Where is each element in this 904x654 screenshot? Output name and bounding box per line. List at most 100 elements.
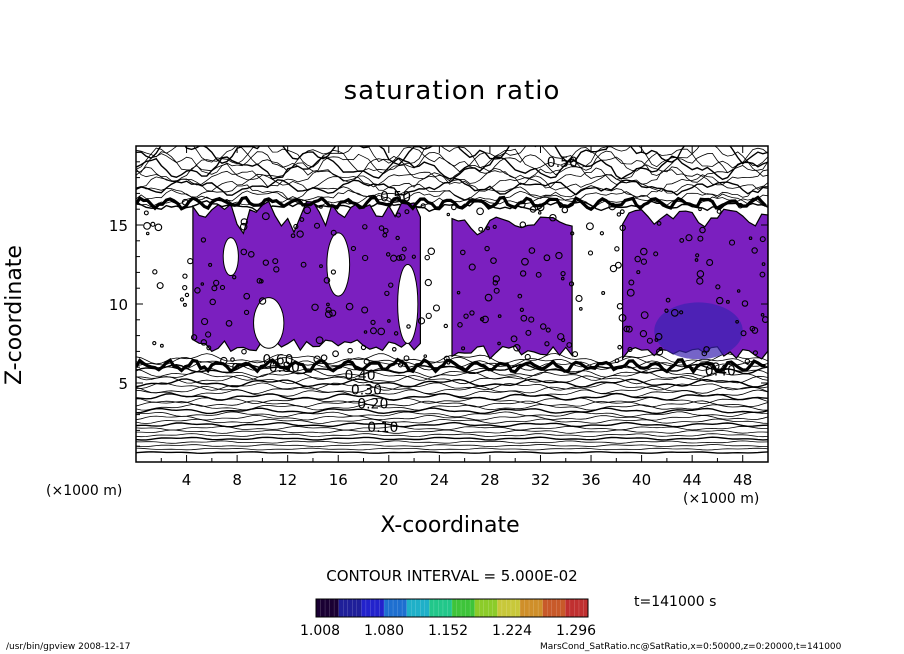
colorbar-swatch [506,599,512,617]
contour-interval: CONTOUR INTERVAL = 5.000E-02 [326,567,578,585]
contour-speckle [313,222,321,229]
contour-speckle [143,210,149,216]
colorbar-swatch [452,599,458,617]
time-label: t=141000 s [634,594,717,610]
contour-speckle [566,342,573,348]
contour-speckle [446,212,451,217]
contour-speckle [679,237,685,243]
contour-speckle [443,323,448,329]
colorbar-swatch [510,599,516,617]
contour-speckle [545,327,551,333]
contour-speckle [492,280,499,286]
x-tick-label: 12 [278,471,297,489]
contour-speckle [388,282,394,288]
contour-speckle [377,327,386,336]
contour-line [136,451,768,455]
contour-speckle [315,336,324,345]
colorbar-swatch [533,599,539,617]
colorbar-swatch [374,599,380,617]
contour-speckle [469,310,475,316]
contour-line [136,421,768,428]
contour-line [136,436,768,441]
contour-value-label: 0.80 [269,360,300,376]
contour-speckle [420,203,426,209]
colorbar-swatch [338,599,344,617]
contour-speckle [614,358,620,364]
x-tick-label: 28 [480,471,499,489]
contour-speckle [703,346,710,353]
colorbar-swatch [316,599,322,617]
contour-speckle [320,354,328,362]
contour-speckle [225,319,233,327]
contour-speckle [261,212,270,221]
contour-value-label: 0.10 [367,420,398,436]
colorbar-swatch [501,599,507,617]
colorbar-swatch [365,599,371,617]
contour-line [136,425,768,431]
contour-line [136,400,768,408]
contour-speckle [625,325,633,333]
contour-speckle [544,341,550,347]
contour-speckle [300,261,307,268]
contour-speckle [403,355,410,362]
contour-speckle [519,270,527,277]
colorbar-swatch [397,599,403,617]
contour-speckle [528,247,536,254]
contour-speckle [378,225,385,231]
contour-speckle [397,362,404,368]
supersaturated-region [451,216,573,360]
contour-speckle [460,249,466,256]
contour-speckle [696,270,705,278]
contour-speckle [345,302,354,311]
unsaturated-gap [222,237,239,277]
x-unit-right: (×1000 m) [683,491,760,507]
colorbar-swatch [352,599,358,617]
contour-speckle [299,217,305,222]
x-tick-label: 36 [581,471,600,489]
contour-speckle [461,346,466,351]
contour-value-label: 0.50 [380,190,411,206]
colorbar-swatch [433,599,439,617]
contour-speckle [213,279,220,287]
contour-speckle [159,343,164,348]
contour-speckle [627,346,633,352]
colorbar-swatch [479,599,485,617]
contour-speckle [446,360,451,365]
colorbar-swatch [424,599,430,617]
contour-speckle [570,231,575,236]
colorbar-swatch [520,599,526,617]
contour-speckle [740,330,747,337]
contour-speckle [518,200,526,209]
contour-speckle [200,237,207,243]
contour-speckle [332,350,339,358]
contour-speckle [324,310,333,318]
contour-speckle [744,358,751,365]
contour-speckle [557,333,565,341]
contour-speckle [614,246,620,252]
contour-speckle [468,263,476,271]
contour-speckle [609,264,618,273]
contour-speckle [735,319,739,324]
contour-speckle [616,212,622,217]
contour-line [136,407,768,415]
contour-speckle [323,277,331,284]
contour-line [136,150,768,176]
contour-speckle [670,309,679,317]
contour-speckle [679,310,684,315]
colorbar-swatch [320,599,326,617]
x-unit-left: (×1000 m) [46,483,123,499]
contour-speckle [187,258,194,265]
contour-line [136,440,768,444]
contour-speckle [712,362,720,370]
colorbar-tick-label: 1.296 [556,623,596,639]
colorbar-swatch [370,599,376,617]
x-tick-label: 8 [232,471,242,489]
contour-line [136,155,768,181]
colorbar-frame [315,598,589,618]
colorbar-swatch [578,599,584,617]
unsaturated-gap [253,297,285,349]
contour-line [136,374,768,385]
contour-speckle [258,297,267,305]
contour-speckle [618,313,627,322]
